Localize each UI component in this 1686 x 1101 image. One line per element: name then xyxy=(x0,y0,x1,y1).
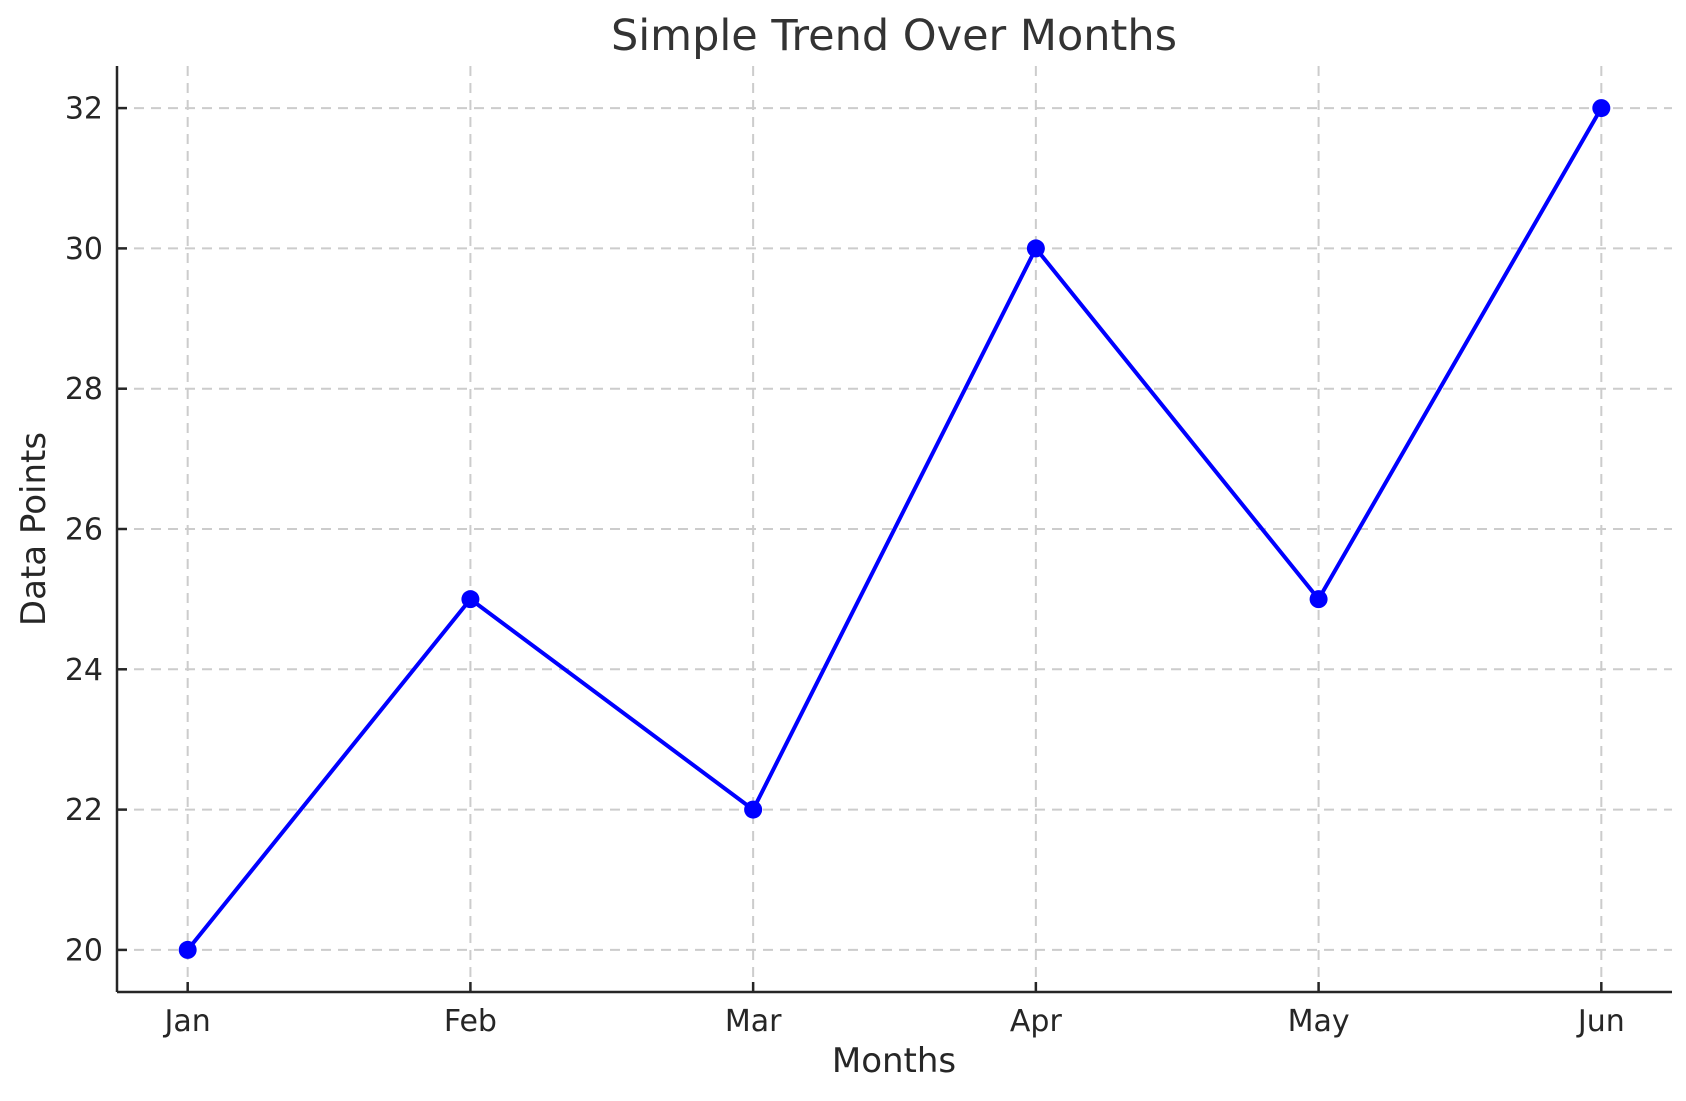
x-tick-label-mar: Mar xyxy=(725,1004,782,1039)
y-tick-label-24: 24 xyxy=(65,653,103,688)
x-tick-label-jan: Jan xyxy=(163,1004,211,1039)
horizontal-gridlines xyxy=(117,107,1672,951)
x-tick-labels: Jan Feb Mar Apr May Jun xyxy=(163,1004,1625,1039)
x-axis-label: Months xyxy=(832,1041,956,1081)
y-tick-label-32: 32 xyxy=(65,92,103,127)
x-tick-label-jun: Jun xyxy=(1576,1004,1625,1039)
data-point-feb xyxy=(461,590,480,609)
x-tick-label-apr: Apr xyxy=(1010,1004,1063,1039)
y-axis-label: Data Points xyxy=(14,432,54,626)
data-point-may xyxy=(1309,590,1328,609)
data-point-jun xyxy=(1592,99,1611,118)
data-point-mar xyxy=(744,800,763,819)
y-tick-label-30: 30 xyxy=(65,232,103,267)
y-tick-label-28: 28 xyxy=(65,372,103,407)
x-tick-label-may: May xyxy=(1288,1004,1350,1039)
y-tick-label-26: 26 xyxy=(65,513,103,548)
y-tick-label-20: 20 xyxy=(65,933,103,968)
chart-title: Simple Trend Over Months xyxy=(611,11,1177,61)
data-point-apr xyxy=(1026,239,1045,258)
trend-line xyxy=(185,106,1604,952)
data-series xyxy=(178,99,1611,959)
y-tick-labels: 20 22 24 26 28 30 32 xyxy=(65,92,103,969)
data-point-jan xyxy=(178,940,197,959)
x-tick-label-feb: Feb xyxy=(444,1004,497,1039)
tick-marks xyxy=(117,106,1603,992)
y-tick-label-22: 22 xyxy=(65,793,103,828)
